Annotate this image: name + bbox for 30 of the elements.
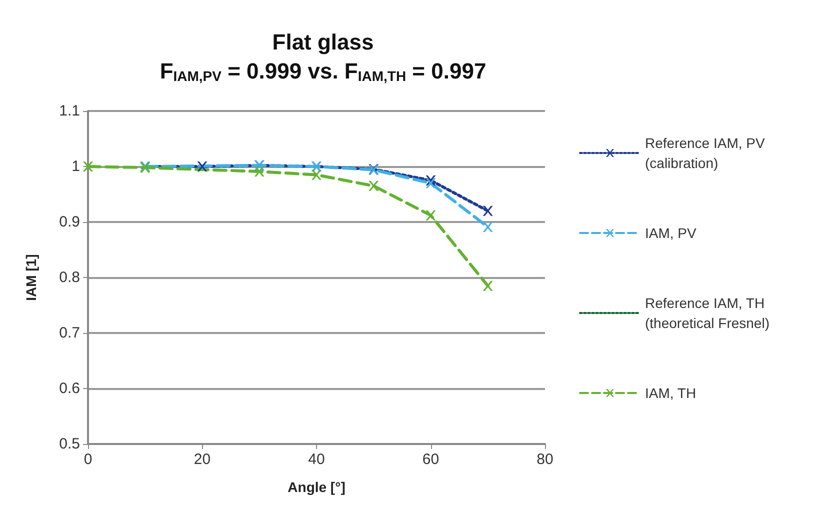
point [312,170,322,180]
legend-label: IAM, TH [645,385,696,401]
x-tick-label: 60 [422,451,440,468]
y-axis-title: IAM [1] [23,254,39,301]
point [368,180,379,191]
point [197,162,208,172]
y-tick-label: 1 [72,158,80,175]
y-tick-label: 0.6 [59,380,80,397]
point [83,162,93,172]
point [426,210,436,220]
y-tick-label: 0.8 [59,269,80,286]
x-tick-label: 80 [536,451,554,468]
point [254,166,264,176]
x-tick-label: 20 [194,451,211,468]
y-tick-label: 0.9 [59,214,80,230]
x-tick-label: 0 [84,451,92,468]
point [482,222,493,232]
x-axis-title: Angle [°] [288,479,346,495]
legend-label: Reference IAM, TH (theoretical Fresnel) [645,295,770,331]
chart-title: Flat glass [272,30,374,54]
x-tick-label: 40 [308,451,325,468]
legend-label: Reference IAM, PV (calibration) [645,135,769,171]
y-tick-label: 1.1 [59,102,80,120]
y-tick-label: 0.7 [59,324,80,342]
point [426,178,436,188]
point [482,206,493,216]
point [482,280,493,291]
legend-label: IAM, PV [645,225,698,241]
y-tick-label: 0.5 [59,436,80,452]
chart-subtitle: FIAM,PV = 0.999 vs. FIAM,TH = 0.997 [160,58,486,84]
